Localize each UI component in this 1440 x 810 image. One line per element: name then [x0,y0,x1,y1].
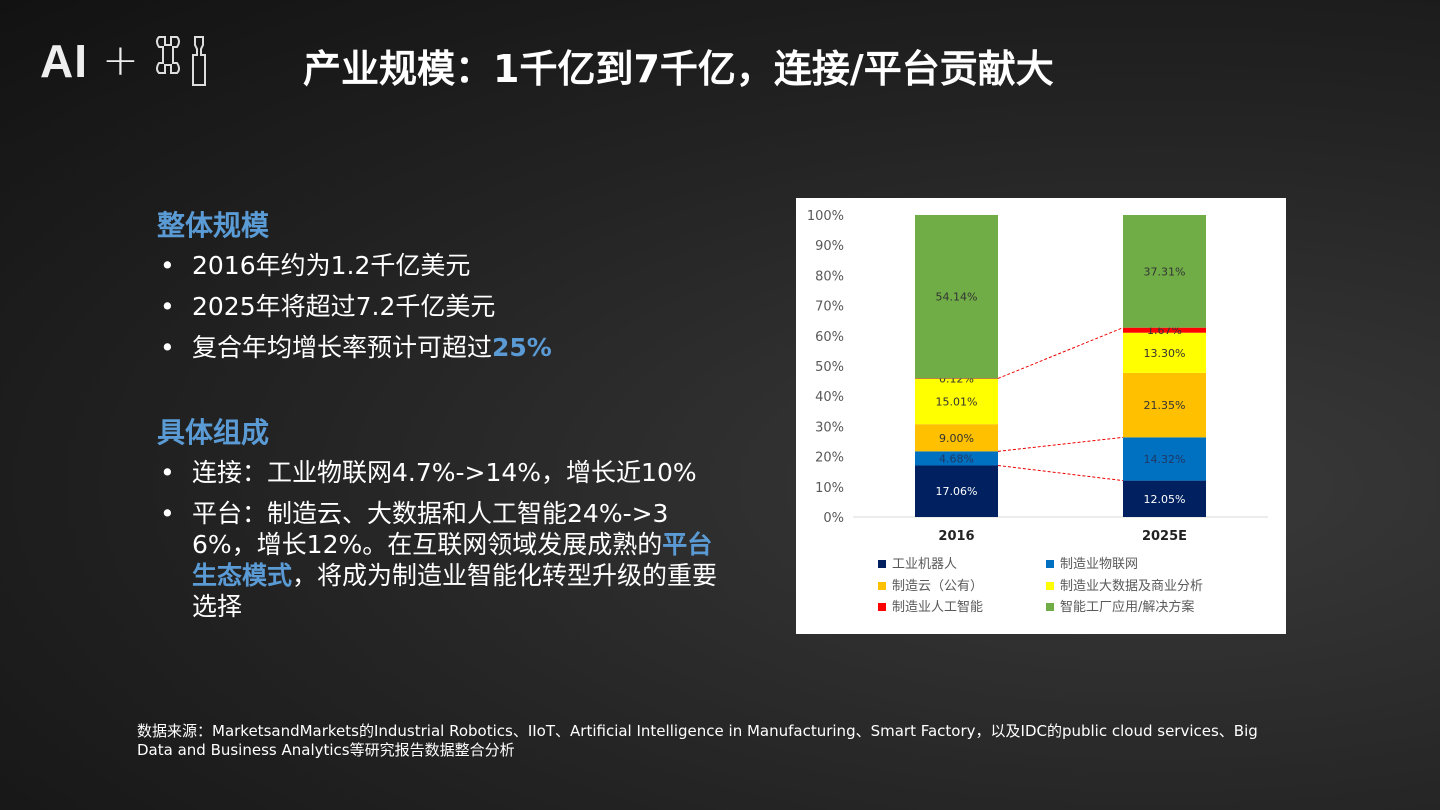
legend-swatch [1046,560,1054,568]
page-title: 产业规模：1千亿到7千亿，连接/平台贡献大 [303,47,1054,91]
x-tick-label: 2025E [1142,529,1187,544]
data-label: 37.31% [1144,265,1186,278]
bar-segment [1123,372,1206,438]
logo: AI + [40,34,209,88]
y-tick-label: 100% [807,209,844,224]
bar-segment [1123,215,1206,328]
legend-swatch [878,582,886,590]
legend-label: 智能工厂应用/解决方案 [1060,599,1194,615]
bar-segment [1123,437,1206,481]
bar-segment [915,451,998,466]
legend-swatch [1046,603,1054,611]
data-label: 17.06% [936,485,978,498]
bullet: 复合年均增长率预计可超过25% [160,332,740,363]
connector-line [997,464,1124,482]
y-tick-label: 90% [815,239,844,254]
bullet-text: 复合年均增长率预计可超过 [192,333,493,362]
section-heading-composition: 具体组成 [157,416,270,449]
bullet: 2025年将超过7.2千亿美元 [160,291,740,322]
legend-label: 制造业大数据及商业分析 [1060,579,1203,594]
y-tick-label: 80% [815,269,844,284]
bar-segment [915,378,998,425]
data-label: 12.05% [1144,493,1186,506]
highlight: 25% [492,333,552,362]
logo-text: AI [40,35,88,87]
connector-line [997,436,1124,452]
bar-segment [915,465,998,517]
y-tick-label: 0% [823,511,844,526]
data-label: 13.30% [1144,347,1186,360]
bar-segment [915,214,998,379]
data-label: 54.14% [936,291,978,304]
legend-swatch [878,560,886,568]
legend-label: 制造业物联网 [1060,557,1138,572]
y-tick-label: 10% [815,481,844,496]
data-label: 21.35% [1144,399,1186,412]
y-tick-label: 50% [815,360,844,375]
bar-segment [1123,332,1206,373]
legend-swatch [1046,582,1054,590]
y-tick-label: 30% [815,420,844,435]
connector-line [997,327,1124,379]
bar-segment [915,424,998,452]
legend-label: 制造云（公有） [892,579,983,594]
y-tick-label: 40% [815,390,844,405]
data-label: 9.00% [939,432,974,445]
chart-svg: 0% 10% 20% 30% 40% 50% 60% 70% 80% 90% 100% 17.06% 4… [807,209,1268,615]
legend-label: 工业机器人 [892,557,957,572]
stacked-bar-chart: 0% 10% 20% 30% 40% 50% 60% 70% 80% 90% 100% 17.06% 4… [796,198,1286,634]
logo-plus: + [102,35,139,86]
composition-bullets: 连接：工业物联网4.7%->14%，增长近10% 平台：制造云、大数据和人工智能… [160,457,720,632]
y-tick-label: 20% [815,451,844,466]
bar-segment [1123,480,1206,517]
bar-segment [1123,327,1206,333]
bullet: 连接：工业物联网4.7%->14%，增长近10% [160,457,720,488]
data-source-note: 数据来源：MarketsandMarkets的Industrial Roboti… [137,722,1258,759]
data-label: 15.01% [936,396,978,409]
highlight: 平台生态模式 [192,530,713,590]
wrench-screwdriver-icon [155,36,206,86]
overall-bullets: 2016年约为1.2千亿美元 2025年将超过7.2千亿美元 复合年均增长率预计… [160,250,740,373]
data-label: 4.68% [939,452,974,465]
legend-label: 制造业人工智能 [892,600,983,615]
y-tick-label: 60% [815,330,844,345]
legend-swatch [878,603,886,611]
bullet-text: 平台：制造云、大数据和人工智能24%->36%，增长12%。在互联网领域发展成熟… [192,499,669,559]
data-label: 14.32% [1144,453,1186,466]
bullet-text: ，将成为制造业智能化转型升级的重要选择 [192,561,718,621]
y-tick-label: 70% [815,300,844,315]
bullet: 平台：制造云、大数据和人工智能24%->36%，增长12%。在互联网领域发展成熟… [160,498,720,622]
section-heading-overall: 整体规模 [157,209,270,242]
bullet: 2016年约为1.2千亿美元 [160,250,740,281]
x-tick-label: 2016 [938,529,974,544]
